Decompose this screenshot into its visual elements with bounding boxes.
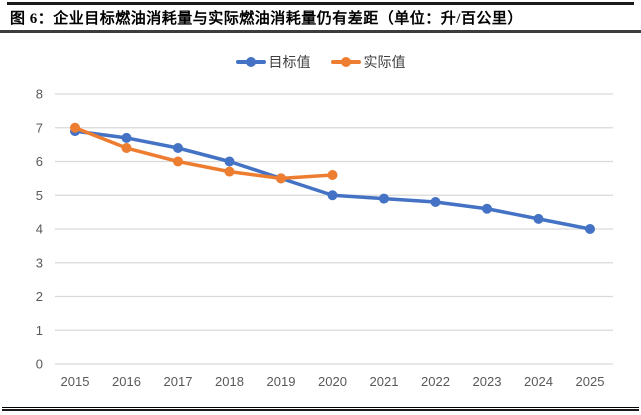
y-axis-tick-label: 5	[36, 188, 43, 203]
x-axis-tick-label: 2025	[576, 374, 605, 389]
data-point-marker	[224, 166, 235, 177]
y-axis-tick-label: 6	[36, 154, 43, 169]
y-axis-tick-label: 8	[36, 87, 43, 102]
series-line	[73, 129, 592, 231]
y-axis-tick-label: 7	[36, 120, 43, 135]
x-axis-tick-label: 2020	[318, 374, 347, 389]
chart-legend: 目标值 实际值	[0, 55, 641, 69]
y-axis-tick-label: 2	[36, 289, 43, 304]
data-point-marker	[327, 170, 338, 180]
x-axis-tick-label: 2021	[370, 374, 399, 389]
data-point-marker	[173, 143, 183, 153]
data-point-marker	[121, 143, 132, 153]
legend-item-target: 目标值	[235, 54, 311, 70]
x-axis-tick-label: 2023	[473, 374, 502, 389]
legend-label-actual: 实际值	[363, 54, 406, 70]
data-point-marker	[224, 156, 235, 167]
x-axis-tick-label: 2018	[215, 374, 244, 389]
y-axis-tick-label: 3	[36, 255, 43, 270]
caption-divider-rule	[0, 30, 641, 33]
data-point-marker	[585, 224, 595, 234]
x-axis-tick-label: 2024	[524, 374, 553, 389]
data-point-marker	[533, 213, 544, 224]
legend-line-marker-icon	[330, 57, 361, 67]
data-point-marker	[379, 193, 389, 204]
legend-label-target: 目标值	[268, 54, 311, 70]
line-chart: 0 1 2 3 4 5 6 7 8 2015 2016 2017 2018 2019 2020 2021 202…	[0, 46, 641, 398]
bottom-border-rule	[2, 407, 639, 411]
data-point-marker	[70, 122, 80, 133]
legend-item-actual: 实际值	[330, 54, 406, 70]
x-axis-tick-label: 2015	[61, 374, 90, 389]
x-axis-tick-label: 2022	[421, 374, 450, 389]
y-axis-tick-label: 4	[36, 222, 43, 237]
legend-line-marker-icon	[235, 57, 266, 67]
figure-caption: 图 6：企业目标燃油消耗量与实际燃油消耗量仍有差距（单位：升/百公里）	[10, 11, 523, 27]
data-point-marker	[173, 156, 183, 167]
data-point-marker	[327, 190, 338, 201]
series-line	[73, 126, 335, 181]
legend-dot-icon	[340, 57, 351, 67]
chart-canvas: 0 1 2 3 4 5 6 7 8 2015 2016 2017 2018 2019 2020 2021 202…	[36, 87, 613, 389]
y-axis-tick-label: 1	[36, 323, 43, 338]
data-point-marker	[121, 132, 132, 143]
x-axis-tick-label: 2016	[112, 374, 141, 389]
x-axis-tick-label: 2017	[164, 374, 193, 389]
y-axis-tick-label: 0	[36, 357, 43, 372]
top-border-rule	[7, 2, 634, 5]
data-point-marker	[430, 197, 441, 207]
legend-dot-icon	[245, 57, 256, 67]
data-point-marker	[482, 203, 492, 214]
x-axis-tick-label: 2019	[267, 374, 296, 389]
data-point-marker	[276, 173, 286, 184]
